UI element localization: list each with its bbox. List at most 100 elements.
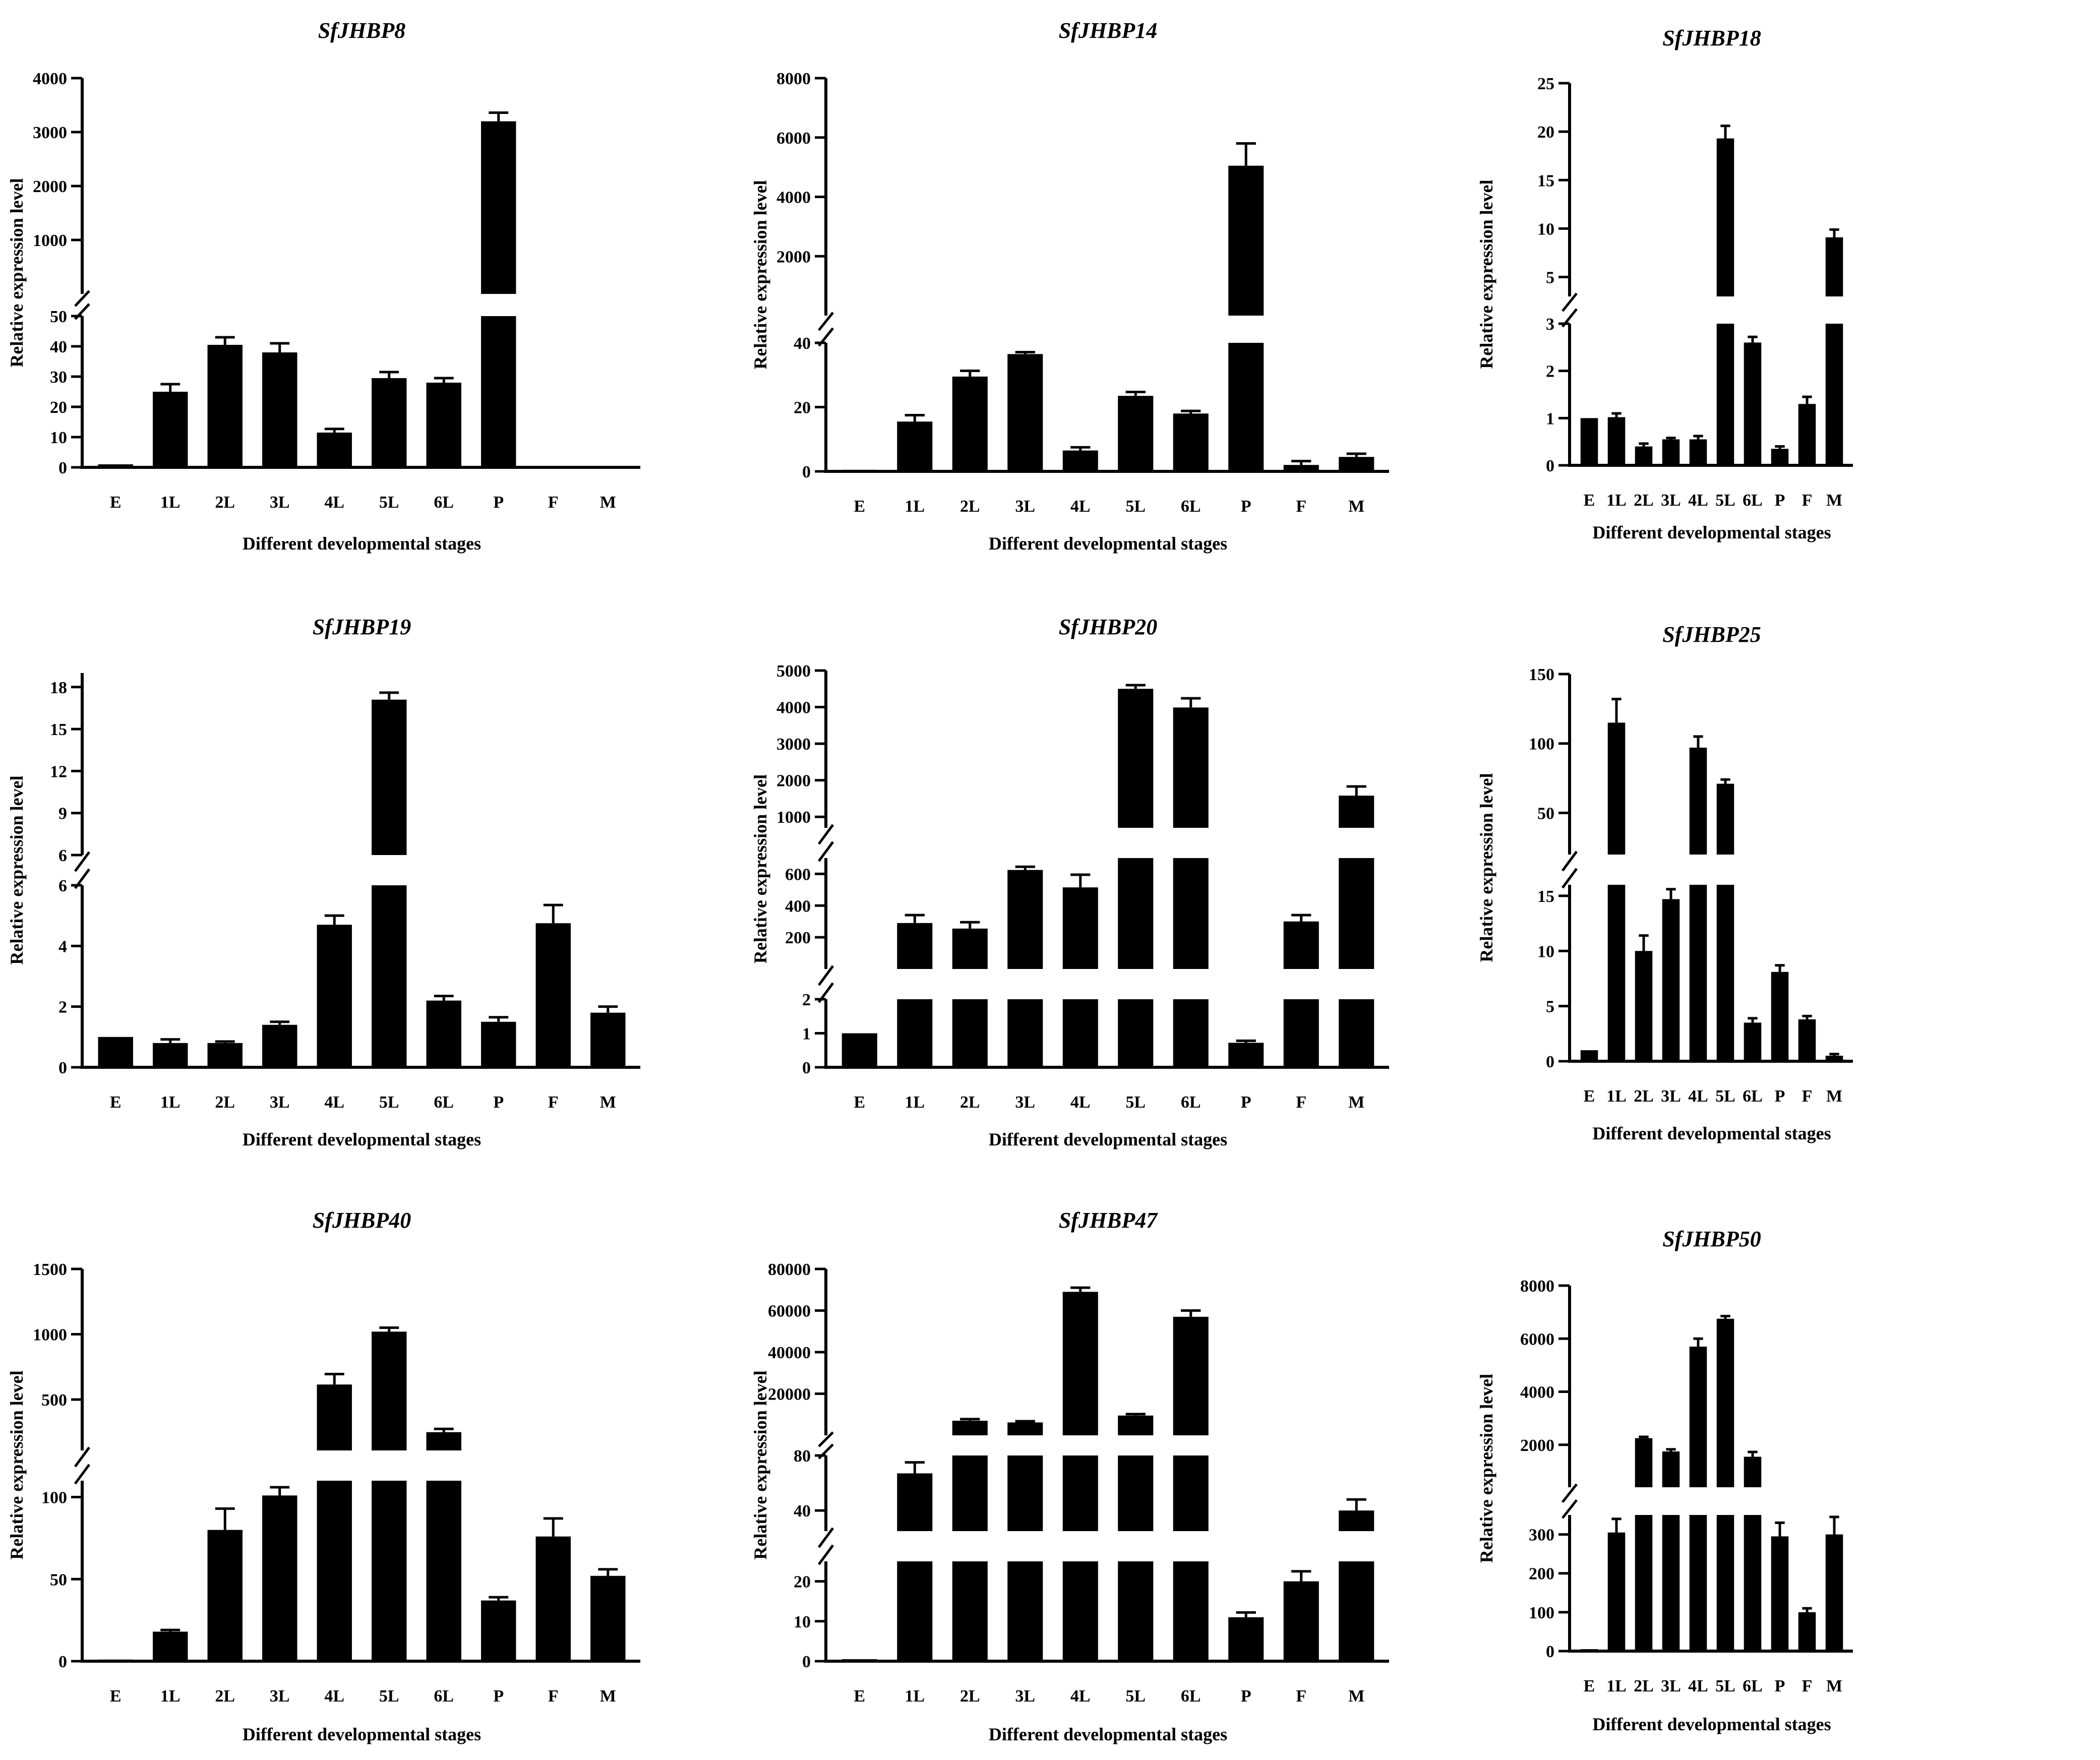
bar-3L (1662, 439, 1680, 465)
bar-6L (426, 383, 461, 467)
x-tick-label: 2L (215, 1093, 235, 1112)
bar-P (1771, 972, 1789, 1061)
bar-P (481, 121, 516, 294)
bar-2L (1635, 1438, 1653, 1487)
x-axis-label: Different developmental stages (1592, 522, 1831, 542)
bar-4L (1062, 1292, 1098, 1435)
bar-2L (1635, 446, 1653, 465)
y-tick-label: 8000 (1520, 1277, 1554, 1296)
x-tick-label: E (110, 1687, 122, 1706)
y-tick-label: 600 (785, 865, 811, 884)
x-tick-label: 4L (1688, 491, 1708, 510)
y-tick-label: 1000 (776, 808, 811, 827)
y-tick-label: 20 (794, 1573, 811, 1592)
chart-title: SfJHBP14 (1059, 18, 1158, 43)
y-axis-label: Relative expression level (7, 178, 27, 367)
y-tick-label: 10 (794, 1613, 811, 1631)
x-axis-label: Different developmental stages (1592, 1714, 1831, 1734)
bar-4L (1062, 1561, 1098, 1661)
x-tick-label: 6L (1743, 1087, 1763, 1106)
x-tick-label: 6L (434, 493, 454, 512)
y-tick-label: 500 (41, 1391, 67, 1410)
bar-4L (317, 1481, 352, 1661)
x-tick-label: 2L (215, 493, 235, 512)
bar-P (481, 316, 516, 467)
x-tick-label: 6L (1743, 1677, 1763, 1695)
bar-3L (262, 1495, 297, 1661)
y-tick-label: 4 (58, 937, 67, 956)
bar-6L (1173, 1561, 1209, 1661)
bar-6L (1173, 413, 1209, 471)
x-tick-label: 5L (1125, 1687, 1146, 1706)
bar-F (1283, 921, 1319, 969)
x-tick-label: F (548, 1093, 559, 1112)
y-axis-label: Relative expression level (7, 775, 27, 964)
x-tick-label: 3L (1015, 1687, 1035, 1706)
bar-P (1771, 1536, 1789, 1651)
bar-5L (1118, 1415, 1154, 1435)
y-tick-label: 80 (794, 1447, 811, 1466)
chart-SfJHBP50: SfJHBP50 0 100 200 300 2000 4000 6000 8000 E 1L 2L 3… (1476, 1227, 1853, 1734)
x-tick-label: P (1775, 1677, 1785, 1695)
axis-break-mark (818, 327, 834, 347)
y-tick-label: 0 (802, 1059, 811, 1077)
y-tick-label: 8000 (776, 70, 811, 88)
x-tick-label: 4L (324, 1093, 344, 1112)
bar-5L (372, 699, 407, 855)
bar-1L (1607, 417, 1626, 465)
x-tick-label: 2L (1634, 1677, 1654, 1695)
y-tick-label: 4000 (776, 189, 811, 207)
x-tick-label: 4L (1070, 1687, 1091, 1706)
bar-M (590, 1012, 626, 1067)
bar-E (1580, 1050, 1598, 1061)
bar-6L (1744, 1022, 1762, 1061)
bar-E (1580, 418, 1598, 465)
bar-M (1825, 1056, 1843, 1061)
x-tick-label: E (110, 493, 122, 512)
x-tick-label: 1L (160, 1093, 181, 1112)
y-tick-label: 60000 (768, 1302, 811, 1321)
x-tick-label: 2L (960, 1093, 980, 1112)
x-tick-label: E (854, 497, 865, 516)
x-axis-label: Different developmental stages (1592, 1123, 1831, 1143)
x-tick-label: F (1296, 1687, 1306, 1706)
axis-break-mark (817, 841, 834, 862)
bar-6L (1173, 1455, 1209, 1531)
x-tick-label: M (1826, 1087, 1842, 1106)
axis-break-mark (1562, 1499, 1578, 1519)
x-tick-label: P (1241, 1687, 1251, 1706)
bar-5L (1716, 1515, 1734, 1651)
bar-1L (1607, 885, 1626, 1061)
chart-SfJHBP18: SfJHBP18 0 1 2 3 5 10 15 20 25 E 1L 2L 3L 4L 5L 6L P F M Dif… (1476, 26, 1853, 542)
bar-2L (207, 1043, 243, 1067)
chart-SfJHBP8: SfJHBP8 0 10 20 30 40 50 1000 2000 3000 4000 E 1L 2L 3… (7, 18, 640, 554)
x-tick-label: 5L (1125, 497, 1146, 516)
bar-4L (1689, 885, 1707, 1061)
y-tick-label: 40 (50, 338, 67, 356)
x-tick-label: E (110, 1093, 122, 1112)
y-tick-label: 30 (50, 368, 67, 387)
y-tick-label: 2000 (1520, 1436, 1554, 1455)
x-tick-label: 5L (379, 1093, 399, 1112)
chart-SfJHBP25: SfJHBP25 0 5 10 15 50 100 150 E 1L 2L 3L 4L 5L 6L P F M Di… (1476, 622, 1853, 1143)
bar-5L (372, 378, 407, 467)
y-tick-label: 2 (58, 998, 67, 1017)
x-tick-label: 4L (1688, 1677, 1708, 1695)
axis-break-mark (74, 1446, 91, 1468)
y-tick-label: 10 (1537, 220, 1554, 238)
bar-5L (372, 1481, 407, 1661)
bar-5L (1118, 1561, 1154, 1661)
x-tick-label: 1L (905, 1093, 925, 1112)
x-tick-label: 3L (1015, 1093, 1035, 1112)
chart-title: SfJHBP8 (318, 18, 406, 43)
bar-F (535, 466, 571, 467)
x-axis-label: Different developmental stages (989, 533, 1227, 554)
y-tick-label: 2000 (33, 177, 67, 196)
x-tick-label: 6L (1743, 491, 1763, 510)
y-tick-label: 1500 (33, 1260, 67, 1279)
x-tick-label: 5L (1715, 491, 1735, 510)
bar-M (590, 466, 626, 467)
bar-F (1283, 465, 1319, 471)
chart-SfJHBP14: SfJHBP14 0 20 40 2000 4000 6000 8000 E 1L 2L 3L 4L 5L… (750, 18, 1389, 554)
